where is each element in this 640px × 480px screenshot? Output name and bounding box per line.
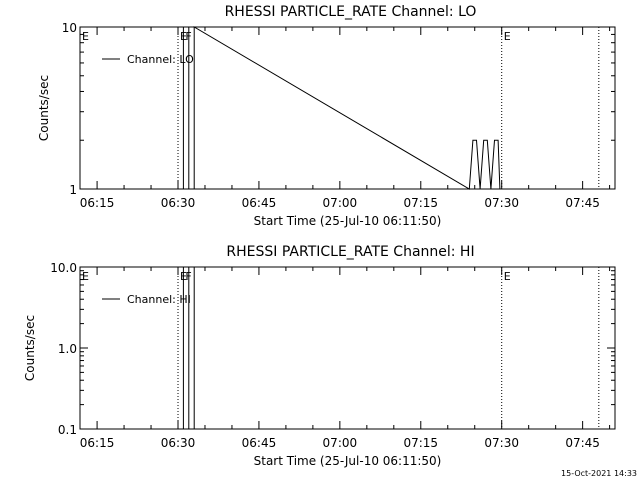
x-tick-label: 06:30 (161, 196, 196, 210)
y-axis-label: Counts/sec (23, 315, 37, 381)
x-tick-label: 06:45 (242, 436, 277, 450)
flag-label: E (180, 30, 187, 43)
y-tick-label: 0.1 (58, 423, 77, 437)
chart-title: RHESSI PARTICLE_RATE Channel: HI (226, 244, 474, 260)
plot-frame (79, 26, 616, 190)
x-tick-label: 06:15 (80, 196, 115, 210)
flag-label: E (82, 270, 89, 283)
flag-label: E (504, 30, 511, 43)
x-tick-label: 06:30 (161, 436, 196, 450)
x-axis-label: Start Time (25-Jul-10 06:11:50) (254, 454, 442, 468)
flag-label: F (185, 270, 191, 283)
y-tick-label: 1 (69, 183, 77, 197)
plot-frame (79, 266, 616, 430)
x-tick-label: 06:15 (80, 436, 115, 450)
flag-label: F (185, 30, 191, 43)
x-tick-label: 07:15 (403, 196, 438, 210)
legend-label: Channel: HI (127, 293, 191, 306)
series-line (182, 266, 195, 430)
x-tick-label: 07:45 (565, 436, 600, 450)
x-tick-label: 07:00 (323, 436, 358, 450)
y-tick-label: 10.0 (50, 261, 77, 275)
series-line (182, 26, 501, 190)
y-tick-label: 1.0 (58, 342, 77, 356)
panel-hi (79, 266, 616, 430)
x-tick-label: 07:30 (484, 196, 519, 210)
y-axis-label: Counts/sec (37, 75, 51, 141)
chart-title: RHESSI PARTICLE_RATE Channel: LO (225, 4, 477, 20)
x-tick-label: 07:15 (403, 436, 438, 450)
flag-label: E (504, 270, 511, 283)
legend-label: Channel: LO (127, 53, 194, 66)
x-tick-label: 06:45 (242, 196, 277, 210)
panel-lo (79, 26, 616, 190)
y-tick-label: 10 (62, 21, 77, 35)
x-tick-label: 07:30 (484, 436, 519, 450)
x-axis-label: Start Time (25-Jul-10 06:11:50) (254, 214, 442, 228)
x-tick-label: 07:00 (323, 196, 358, 210)
x-tick-label: 07:45 (565, 196, 600, 210)
flag-label: E (180, 270, 187, 283)
plot-created-timestamp: 15-Oct-2021 14:33 (561, 469, 637, 478)
flag-label: E (82, 30, 89, 43)
